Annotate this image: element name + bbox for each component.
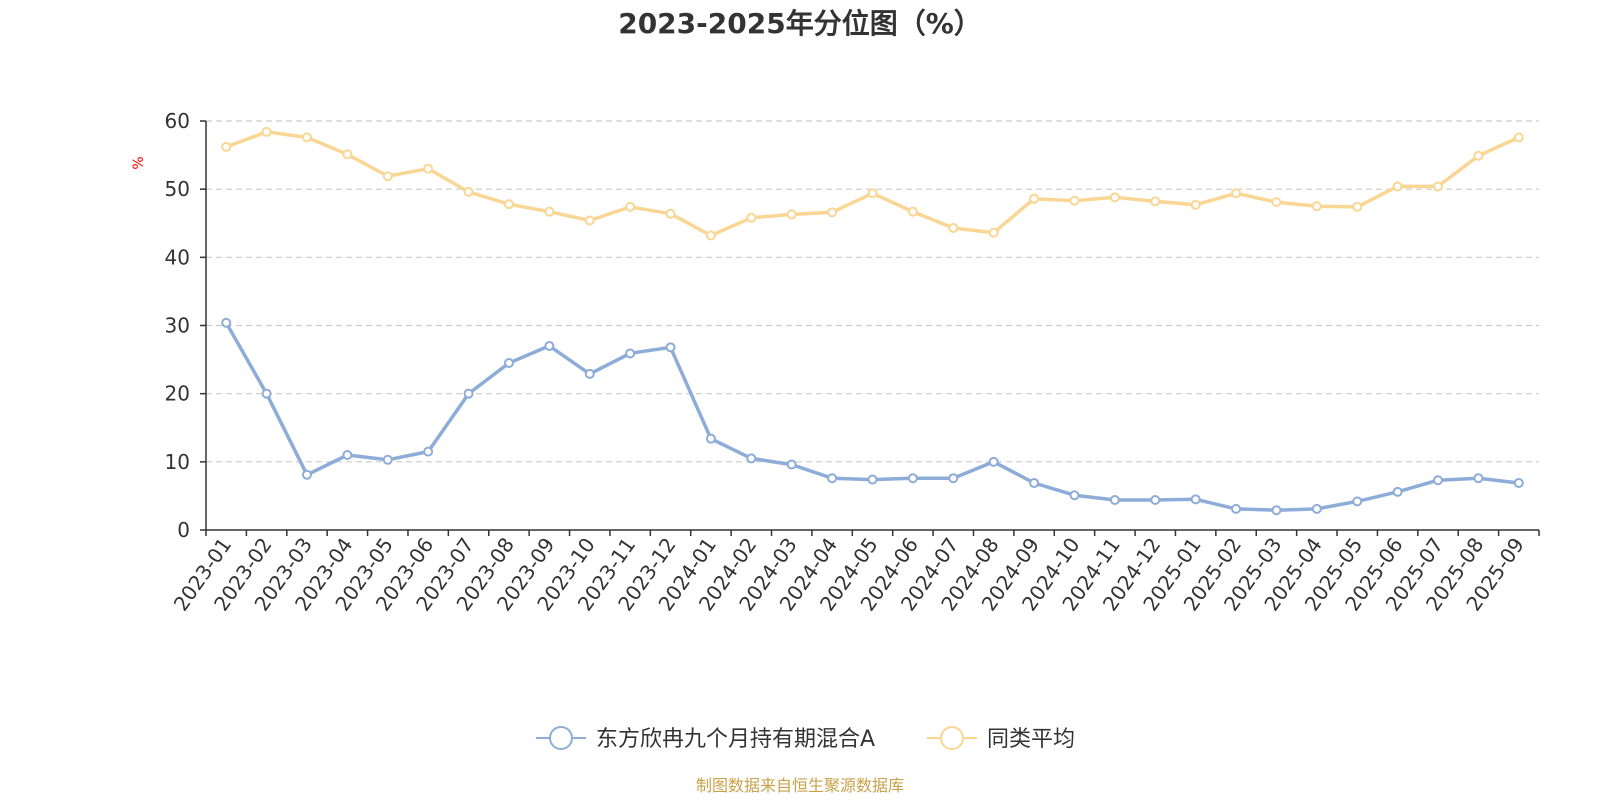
- legend-label: 同类平均: [987, 727, 1075, 752]
- data-point: [382, 454, 393, 465]
- y-tick-label: 40: [165, 245, 190, 269]
- chart-title: 2023-2025年分位图（%）: [618, 7, 982, 40]
- y-tick-labels: 0 10 20 30 40 50 60: [165, 109, 190, 542]
- series-0: [221, 317, 1524, 516]
- data-point: [746, 212, 757, 223]
- data-point: [301, 469, 312, 480]
- data-point: [786, 459, 797, 470]
- legend-label: 东方欣冉九个月持有期混合A: [596, 727, 875, 752]
- data-point: [1473, 473, 1484, 484]
- data-point: [1473, 150, 1484, 161]
- axes: [200, 120, 1540, 536]
- data-source-note: 制图数据来自恒生聚源数据库: [696, 776, 904, 795]
- data-point: [503, 357, 514, 368]
- legend-item-0[interactable]: 东方欣冉九个月持有期混合A: [536, 726, 875, 752]
- data-point: [1513, 132, 1524, 143]
- data-point: [1150, 495, 1161, 506]
- data-point: [261, 126, 272, 137]
- data-point: [827, 473, 838, 484]
- grid-lines: [206, 120, 1539, 463]
- data-point: [1029, 477, 1040, 488]
- data-point: [584, 215, 595, 226]
- legend-item-1[interactable]: 同类平均: [927, 726, 1075, 752]
- data-point: [1513, 477, 1524, 488]
- data-point: [1109, 495, 1120, 506]
- data-point: [261, 388, 272, 399]
- data-point: [1109, 192, 1120, 203]
- data-point: [948, 223, 959, 234]
- y-tick-label: 10: [165, 450, 190, 474]
- data-point: [544, 340, 555, 351]
- data-point: [786, 209, 797, 220]
- data-point: [705, 230, 716, 241]
- data-point: [625, 348, 636, 359]
- data-point: [948, 473, 959, 484]
- legend-marker: [940, 726, 964, 750]
- data-point: [746, 453, 757, 464]
- data-point: [1190, 494, 1201, 505]
- data-point: [423, 446, 434, 457]
- data-point: [221, 141, 232, 152]
- data-point: [705, 433, 716, 444]
- data-point: [988, 456, 999, 467]
- y-tick-label: 20: [165, 382, 190, 406]
- data-point: [1231, 503, 1242, 514]
- data-point: [1150, 196, 1161, 207]
- data-point: [1271, 505, 1282, 516]
- data-point: [1190, 199, 1201, 210]
- data-point: [625, 201, 636, 212]
- data-point: [988, 227, 999, 238]
- data-point: [1433, 475, 1444, 486]
- legend[interactable]: 东方欣冉九个月持有期混合A 同类平均: [536, 726, 1075, 752]
- legend-marker: [549, 726, 573, 750]
- data-point: [221, 317, 232, 328]
- data-point: [423, 163, 434, 174]
- data-point: [907, 206, 918, 217]
- x-tick-labels: 2023-012023-022023-032023-042023-052023-…: [169, 533, 1529, 615]
- data-point: [1311, 201, 1322, 212]
- y-tick-label: 30: [165, 314, 190, 338]
- data-point: [827, 207, 838, 218]
- series-1: [221, 126, 1524, 241]
- data-point: [463, 388, 474, 399]
- y-tick-label: 0: [177, 518, 190, 542]
- data-point: [1271, 197, 1282, 208]
- y-axis-unit: %: [131, 156, 147, 169]
- series-group: [221, 126, 1524, 516]
- data-point: [1069, 490, 1080, 501]
- series-line: [225, 130, 1520, 238]
- data-point: [1069, 195, 1080, 206]
- data-point: [867, 474, 878, 485]
- data-point: [907, 473, 918, 484]
- data-point: [665, 342, 676, 353]
- data-point: [544, 206, 555, 217]
- data-point: [584, 368, 595, 379]
- data-point: [867, 188, 878, 199]
- data-point: [342, 149, 353, 160]
- data-point: [1352, 496, 1363, 507]
- data-point: [665, 208, 676, 219]
- data-point: [503, 199, 514, 210]
- data-point: [342, 450, 353, 461]
- data-point: [463, 186, 474, 197]
- data-point: [1392, 486, 1403, 497]
- data-point: [301, 132, 312, 143]
- data-point: [382, 171, 393, 182]
- y-tick-label: 50: [165, 177, 190, 201]
- data-point: [1352, 201, 1363, 212]
- data-point: [1231, 188, 1242, 199]
- data-point: [1392, 181, 1403, 192]
- data-point: [1433, 181, 1444, 192]
- data-point: [1311, 503, 1322, 514]
- y-tick-label: 60: [165, 109, 190, 133]
- data-point: [1029, 193, 1040, 204]
